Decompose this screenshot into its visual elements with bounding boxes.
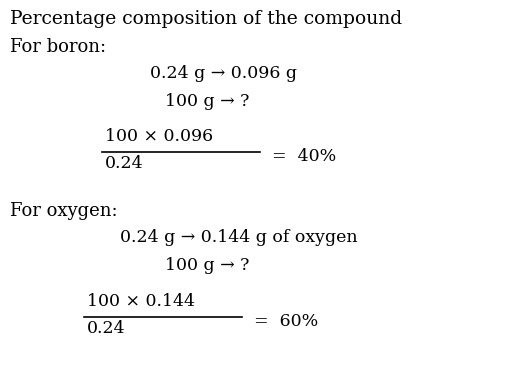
Text: 100 × 0.096: 100 × 0.096	[105, 128, 213, 145]
Text: =  60%: = 60%	[254, 313, 318, 330]
Text: 100 g → ?: 100 g → ?	[165, 257, 249, 274]
Text: =  40%: = 40%	[272, 148, 336, 165]
Text: 100 g → ?: 100 g → ?	[165, 93, 249, 110]
Text: 0.24 g → 0.096 g: 0.24 g → 0.096 g	[150, 65, 297, 82]
Text: For oxygen:: For oxygen:	[10, 202, 118, 220]
Text: 0.24 g → 0.144 g of oxygen: 0.24 g → 0.144 g of oxygen	[120, 229, 358, 246]
Text: 100 × 0.144: 100 × 0.144	[87, 293, 195, 310]
Text: 0.24: 0.24	[105, 155, 144, 172]
Text: For boron:: For boron:	[10, 38, 106, 56]
Text: 0.24: 0.24	[87, 320, 125, 337]
Text: Percentage composition of the compound: Percentage composition of the compound	[10, 10, 402, 28]
